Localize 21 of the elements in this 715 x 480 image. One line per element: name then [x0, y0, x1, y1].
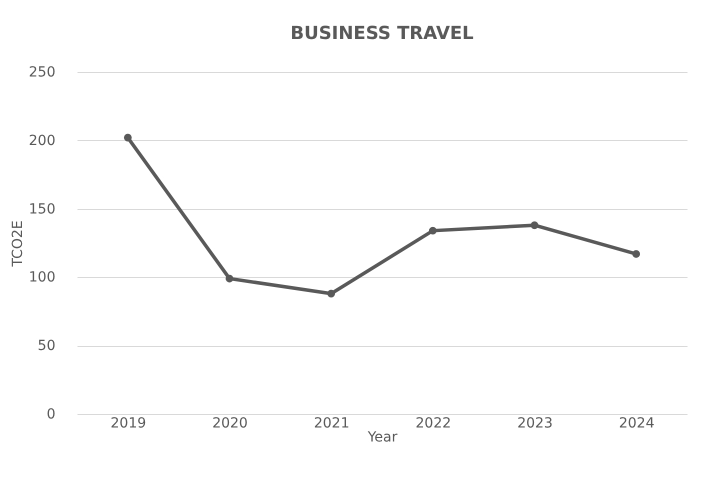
y-tick-label: 50	[38, 338, 56, 354]
y-tick-label: 150	[28, 201, 56, 218]
x-tick-label: 2024	[618, 416, 655, 432]
chart-title: BUSINESS TRAVEL	[290, 23, 474, 44]
point	[530, 221, 538, 230]
x-tick-label: 2020	[212, 416, 248, 432]
x-tick-label: 2022	[416, 416, 452, 432]
point	[428, 226, 437, 235]
point	[327, 290, 336, 298]
y-tick-label: 100	[28, 270, 56, 286]
x-tick-label: 2021	[314, 416, 350, 432]
y-tick-label: 200	[28, 132, 56, 149]
point	[124, 134, 132, 142]
x-axis-title: Year	[366, 430, 398, 446]
point	[226, 274, 234, 282]
point	[632, 250, 640, 258]
y-tick-label: 0	[46, 406, 56, 422]
x-tick-label: 2023	[517, 416, 553, 432]
x-tick-label: 2019	[110, 416, 146, 432]
y-axis-title: TCO2E	[10, 220, 26, 268]
y-tick-label: 250	[28, 64, 56, 80]
